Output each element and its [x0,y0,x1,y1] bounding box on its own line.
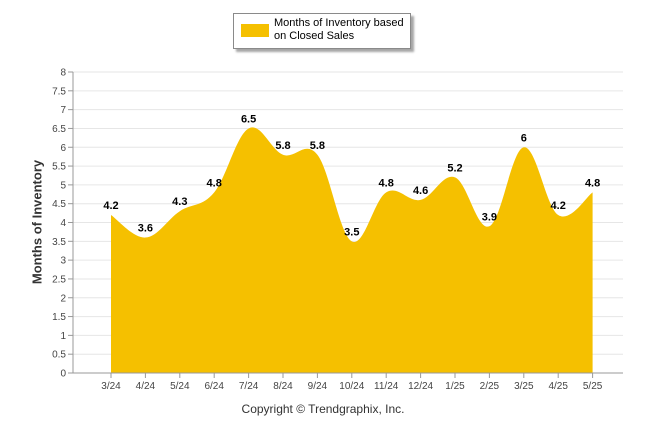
x-tick-label: 1/25 [445,381,465,392]
legend-swatch [241,24,269,37]
x-tick-label: 3/24 [101,381,121,392]
data-label: 6.5 [241,113,256,125]
y-tick-label: 4 [60,218,66,229]
x-tick-label: 8/24 [273,381,293,392]
y-tick-label: 3 [60,256,66,267]
x-tick-label: 6/24 [204,381,224,392]
area-fill [111,127,593,373]
x-axis: 3/24 4/24 5/24 6/24 7/24 8/24 9/24 10/24 11/24 12… [73,372,623,392]
y-tick-label: 5.5 [52,162,66,173]
area-series [111,127,593,373]
y-axis-ticks: 0 0.5 1 1.5 2 2.5 3 3.5 4 4.5 5 5.5 6 6.5 7 7.5 8 [52,68,74,380]
x-tick-label: 7/24 [239,381,259,392]
y-tick-label: 6 [60,143,66,154]
data-label: 5.8 [275,140,290,152]
y-tick-label: 1.5 [52,312,66,323]
y-tick-label: 5 [60,180,66,191]
data-label: 4.3 [172,196,187,208]
x-tick-label: 5/25 [583,381,603,392]
x-tick-label: 11/24 [374,381,399,392]
legend-label: Months of Inventory based on Closed Sale… [274,17,404,42]
y-tick-label: 8 [60,68,66,79]
data-label: 5.8 [310,140,325,152]
x-tick-label: 3/25 [514,381,534,392]
data-label: 3.6 [138,223,153,235]
data-label: 5.2 [447,162,462,174]
y-tick-label: 7 [60,105,66,116]
x-tick-label: 2/25 [480,381,500,392]
x-tick-label: 4/25 [548,381,568,392]
data-label: 4.2 [551,200,566,212]
data-label: 6 [521,132,527,144]
x-tick-label: 9/24 [308,381,328,392]
data-label: 3.9 [482,211,497,223]
x-tick-label: 10/24 [339,381,364,392]
legend: Months of Inventory based on Closed Sale… [233,13,411,49]
data-label: 4.8 [379,177,394,189]
y-tick-label: 4.5 [52,199,66,210]
y-tick-label: 2 [60,293,66,304]
x-tick-label: 4/24 [136,381,156,392]
x-tick-label: 5/24 [170,381,190,392]
y-tick-label: 0.5 [52,350,66,361]
data-label: 3.5 [344,226,359,238]
copyright-text: Copyright © Trendgraphix, Inc. [241,402,405,416]
data-label: 4.8 [585,177,600,189]
y-tick-label: 0 [60,369,66,380]
x-tick-label: 12/24 [408,381,433,392]
y-tick-label: 2.5 [52,274,66,285]
y-tick-label: 1 [60,331,66,342]
data-label: 4.2 [103,200,118,212]
y-tick-label: 6.5 [52,124,66,135]
y-tick-label: 3.5 [52,237,66,248]
y-tick-label: 7.5 [52,86,66,97]
data-label: 4.8 [207,177,222,189]
data-labels: 4.2 3.6 4.3 4.8 6.5 5.8 5.8 3.5 4.8 4.6 5.2 3.9 6 4.2… [103,113,600,238]
data-label: 4.6 [413,185,428,197]
y-axis-title: Months of Inventory [29,159,45,285]
